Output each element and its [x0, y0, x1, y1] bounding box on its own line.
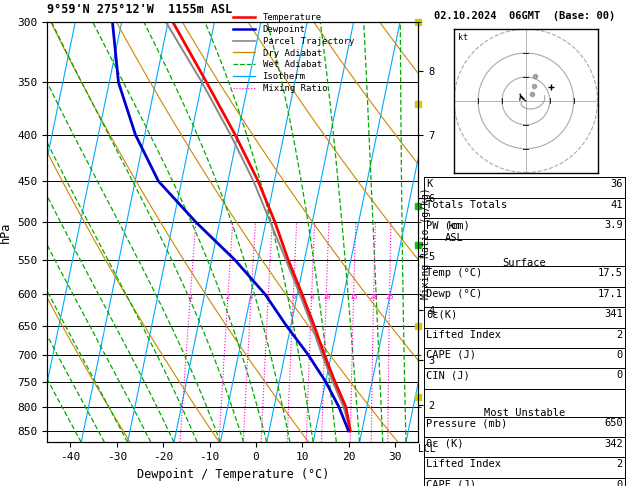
- Text: Surface: Surface: [503, 258, 546, 268]
- X-axis label: Dewpoint / Temperature (°C): Dewpoint / Temperature (°C): [136, 468, 329, 481]
- Text: LCL: LCL: [418, 445, 436, 454]
- Text: 10: 10: [322, 295, 330, 300]
- Text: 4: 4: [266, 295, 270, 300]
- Text: CAPE (J): CAPE (J): [426, 350, 476, 360]
- Text: Dewp (°C): Dewp (°C): [426, 289, 482, 299]
- Y-axis label: hPa: hPa: [0, 222, 12, 243]
- Text: 2: 2: [616, 459, 623, 469]
- Text: 36: 36: [610, 179, 623, 190]
- Text: Mixing Ratio (g/kg): Mixing Ratio (g/kg): [421, 187, 431, 299]
- Text: 3.9: 3.9: [604, 220, 623, 230]
- Text: 650: 650: [604, 418, 623, 429]
- Text: 1: 1: [188, 295, 192, 300]
- Text: 8: 8: [309, 295, 314, 300]
- Legend: Temperature, Dewpoint, Parcel Trajectory, Dry Adiabat, Wet Adiabat, Isotherm, Mi: Temperature, Dewpoint, Parcel Trajectory…: [233, 14, 354, 93]
- Text: K: K: [426, 179, 432, 190]
- Text: 17.1: 17.1: [598, 289, 623, 299]
- Text: 17.5: 17.5: [598, 268, 623, 278]
- Text: θε (K): θε (K): [426, 439, 464, 449]
- Text: 02.10.2024  06GMT  (Base: 00): 02.10.2024 06GMT (Base: 00): [433, 11, 615, 21]
- Text: θε(K): θε(K): [426, 309, 457, 319]
- Text: 20: 20: [369, 295, 378, 300]
- Text: Pressure (mb): Pressure (mb): [426, 418, 507, 429]
- Text: kt: kt: [459, 34, 469, 42]
- Y-axis label: km
ASL: km ASL: [444, 221, 463, 243]
- Text: Temp (°C): Temp (°C): [426, 268, 482, 278]
- Text: 341: 341: [604, 309, 623, 319]
- Text: Totals Totals: Totals Totals: [426, 200, 507, 210]
- Text: Lifted Index: Lifted Index: [426, 459, 501, 469]
- Text: 9°59'N 275°12'W  1155m ASL: 9°59'N 275°12'W 1155m ASL: [47, 2, 233, 16]
- Text: Lifted Index: Lifted Index: [426, 330, 501, 340]
- Text: 342: 342: [604, 439, 623, 449]
- Text: 0: 0: [616, 350, 623, 360]
- Text: 15: 15: [349, 295, 358, 300]
- Text: PW (cm): PW (cm): [426, 220, 470, 230]
- Text: 3: 3: [249, 295, 253, 300]
- Text: 0: 0: [616, 370, 623, 381]
- Text: 0: 0: [616, 480, 623, 486]
- Text: 25: 25: [386, 295, 394, 300]
- Text: CAPE (J): CAPE (J): [426, 480, 476, 486]
- Text: 6: 6: [291, 295, 295, 300]
- Text: Most Unstable: Most Unstable: [484, 408, 565, 418]
- Text: 41: 41: [610, 200, 623, 210]
- Text: 2: 2: [616, 330, 623, 340]
- Text: CIN (J): CIN (J): [426, 370, 470, 381]
- Text: 2: 2: [226, 295, 230, 300]
